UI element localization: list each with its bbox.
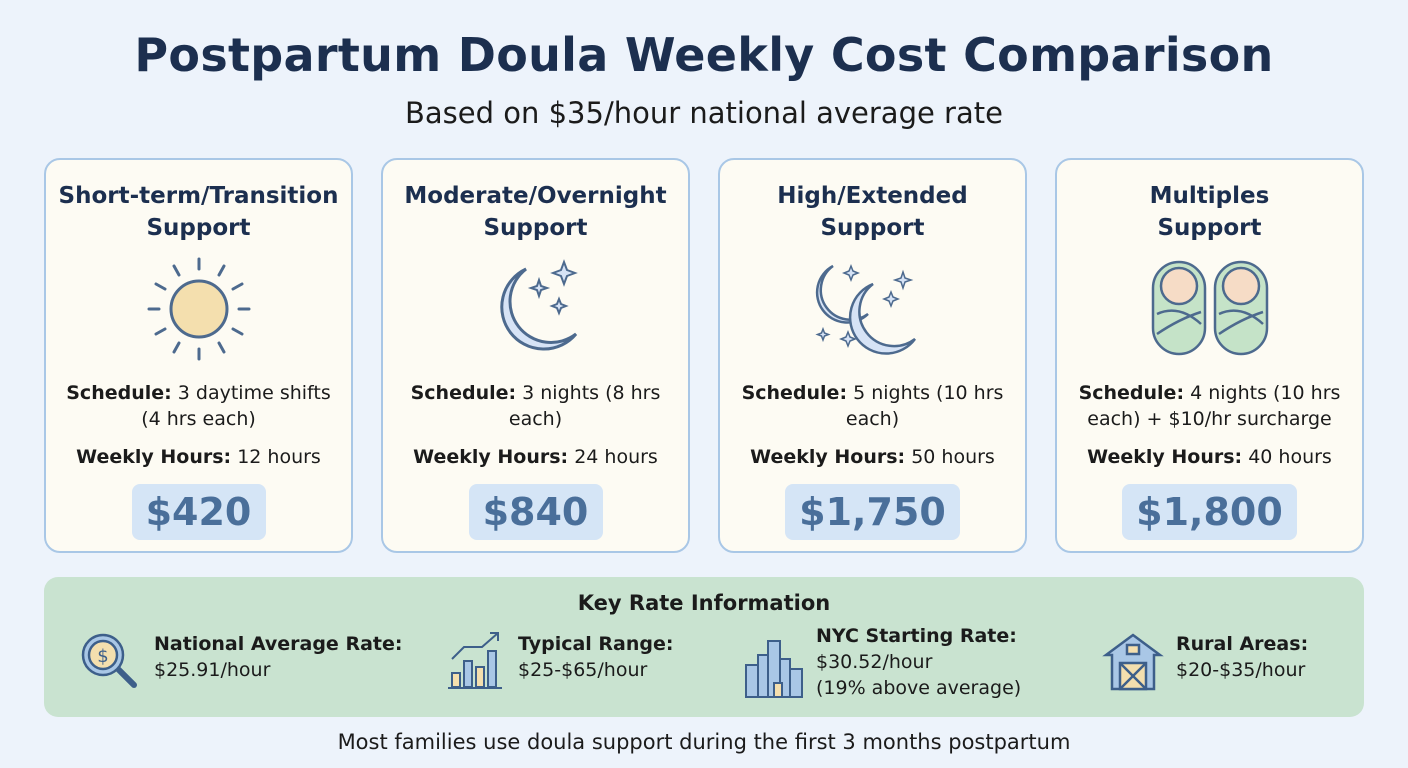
twin-babies-icon <box>1057 244 1362 374</box>
schedule-label: Schedule: <box>66 382 172 404</box>
schedule-value: 3 daytime shifts (4 hrs each) <box>141 382 331 430</box>
hours-value: 12 hours <box>237 446 321 468</box>
schedule-value: 4 nights (10 hrs each) + $10/hr surcharg… <box>1087 382 1341 430</box>
page-subtitle: Based on $35/hour national average rate <box>405 96 1003 130</box>
card-title-line: Support <box>1157 215 1262 241</box>
info-label: Typical Range: <box>518 633 674 655</box>
card-short-term: Short-term/Transition Support Schedule: 3… <box>44 158 353 553</box>
card-title-line: Support <box>820 215 925 241</box>
info-note: (19% above average) <box>816 677 1022 699</box>
hours-label: Weekly Hours: <box>1087 446 1243 468</box>
info-typical-range: Typical Range: $25-$65/hour <box>446 631 673 691</box>
weekly-hours: Weekly Hours: 24 hours <box>383 444 688 470</box>
card-title: Multiples Support <box>1057 180 1362 244</box>
price-badge: $1,800 <box>1122 484 1297 540</box>
city-skyline-icon <box>745 640 803 698</box>
hours-value: 40 hours <box>1248 446 1332 468</box>
hours-label: Weekly Hours: <box>750 446 906 468</box>
hours-label: Weekly Hours: <box>413 446 569 468</box>
info-value: $25.91/hour <box>154 659 271 681</box>
schedule-value: 3 nights (8 hrs each) <box>508 382 661 430</box>
card-title-line: Short-term/Transition <box>58 183 339 209</box>
hours-value: 24 hours <box>574 446 658 468</box>
card-multiples: Multiples Support Schedule: 4 nights (10 … <box>1055 158 1364 553</box>
info-national-average: $ National Average Rate: $25.91/hour <box>78 631 402 691</box>
moon-stars-icon <box>383 244 688 374</box>
card-high: High/Extended Support Schedule: 5 nights … <box>718 158 1027 553</box>
card-title-line: Support <box>483 215 588 241</box>
price-badge: $1,750 <box>785 484 960 540</box>
info-value: $30.52/hour <box>816 651 933 673</box>
panel-title: Key Rate Information <box>577 591 831 615</box>
schedule-label: Schedule: <box>1078 382 1185 404</box>
page-title: Postpartum Doula Weekly Cost Comparison <box>134 28 1274 82</box>
info-label: NYC Starting Rate: <box>816 625 1017 647</box>
hours-value: 50 hours <box>911 446 995 468</box>
bar-chart-trend-icon <box>448 632 502 689</box>
sun-icon <box>46 244 351 374</box>
schedule: Schedule: 3 daytime shifts (4 hrs each) <box>46 380 351 440</box>
card-title-line: Support <box>146 215 251 241</box>
info-rural-areas: Rural Areas: $20-$35/hour <box>1102 631 1308 691</box>
info-value: $20-$35/hour <box>1176 659 1306 681</box>
card-title: Moderate/Overnight Support <box>383 180 688 244</box>
info-nyc-rate: NYC Starting Rate: $30.52/hour (19% above … <box>744 623 1021 701</box>
svg-text:$: $ <box>97 646 108 667</box>
hours-label: Weekly Hours: <box>76 446 232 468</box>
info-label: National Average Rate: <box>154 633 403 655</box>
price-badge: $420 <box>131 484 266 540</box>
barn-icon <box>1102 633 1164 691</box>
price-badge: $840 <box>468 484 603 540</box>
key-rate-panel: Key Rate Information $ National Average … <box>44 577 1364 717</box>
card-title: High/Extended Support <box>720 180 1025 244</box>
schedule-label: Schedule: <box>410 382 517 404</box>
schedule-value: 5 nights (10 hrs each) <box>845 382 1004 430</box>
card-title: Short-term/Transition Support <box>46 180 351 244</box>
weekly-hours: Weekly Hours: 12 hours <box>46 444 351 470</box>
card-title-line: High/Extended <box>777 183 968 209</box>
info-value: $25-$65/hour <box>518 659 648 681</box>
schedule-label: Schedule: <box>741 382 848 404</box>
double-moon-stars-icon <box>720 244 1025 374</box>
card-moderate: Moderate/Overnight Support Schedule: 3 ni… <box>381 158 690 553</box>
footer-note: Most families use doula support during t… <box>337 730 1071 754</box>
schedule: Schedule: 5 nights (10 hrs each) <box>720 380 1025 440</box>
card-title-line: Moderate/Overnight <box>404 183 667 209</box>
magnifier-dollar-icon: $ <box>81 633 137 688</box>
schedule: Schedule: 4 nights (10 hrs each) + $10/h… <box>1057 380 1362 440</box>
info-label: Rural Areas: <box>1176 633 1309 655</box>
schedule: Schedule: 3 nights (8 hrs each) <box>383 380 688 440</box>
weekly-hours: Weekly Hours: 50 hours <box>720 444 1025 470</box>
card-title-line: Multiples <box>1149 183 1270 209</box>
weekly-hours: Weekly Hours: 40 hours <box>1057 444 1362 470</box>
